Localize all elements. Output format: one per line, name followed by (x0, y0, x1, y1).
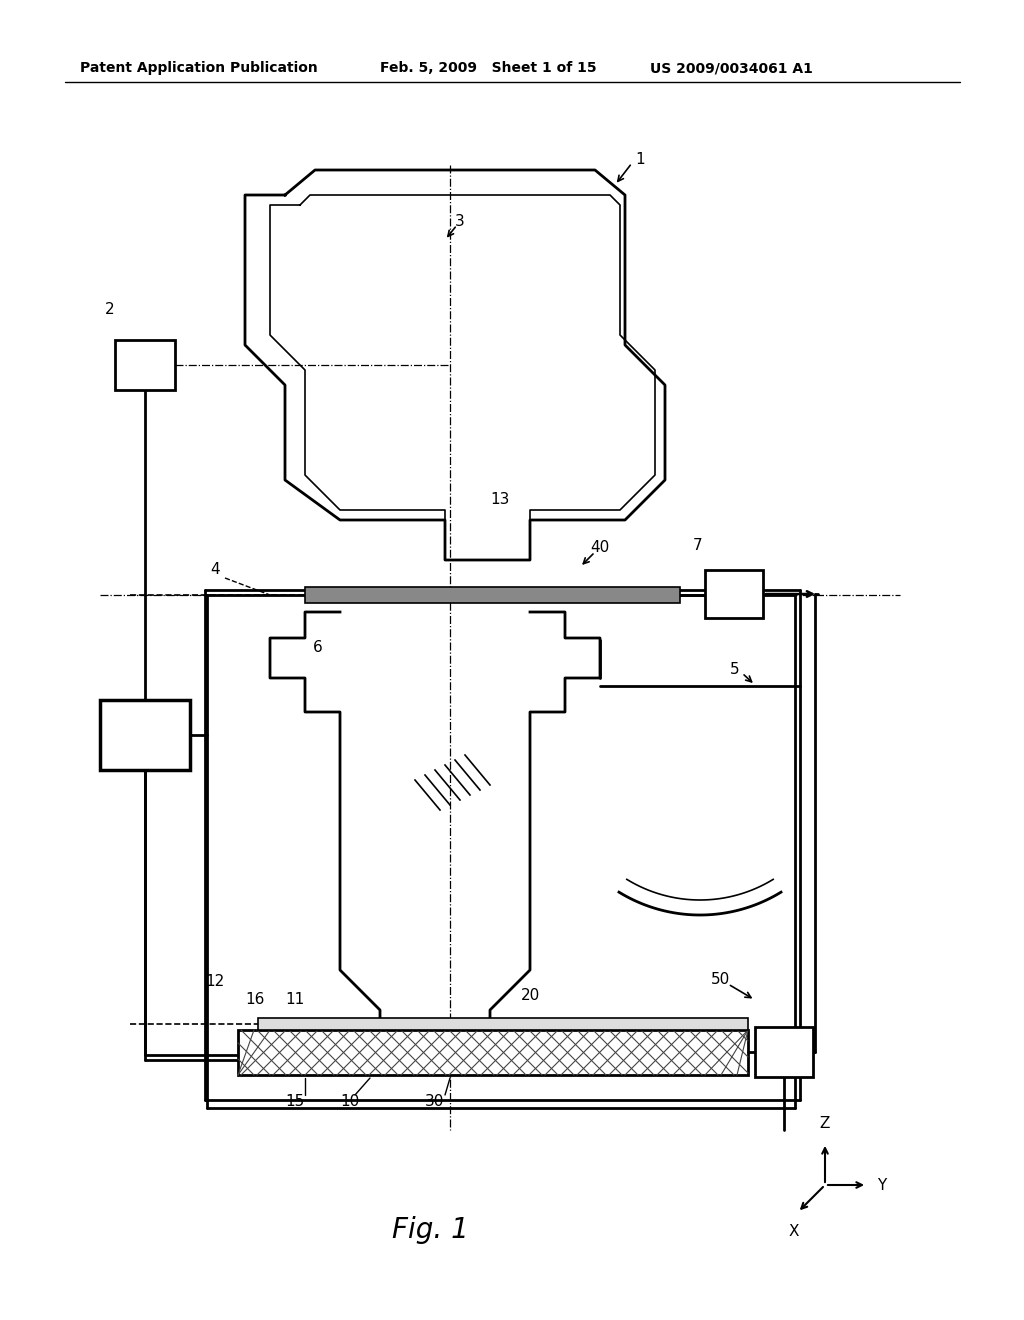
Text: 11: 11 (286, 993, 304, 1007)
Bar (238, 1030, 748, 1074)
Text: 6: 6 (313, 640, 323, 656)
Text: 7: 7 (693, 537, 702, 553)
Text: 15: 15 (286, 1094, 304, 1110)
Text: Fig. 1: Fig. 1 (391, 1216, 468, 1243)
Text: 30: 30 (425, 1094, 444, 1110)
Text: 10: 10 (340, 1094, 359, 1110)
Bar (755, 1027, 813, 1077)
Text: 20: 20 (520, 987, 540, 1002)
Text: 60: 60 (132, 726, 158, 744)
Text: 3: 3 (455, 214, 465, 230)
Text: 40: 40 (591, 540, 609, 556)
Text: 50: 50 (711, 973, 730, 987)
Text: 16: 16 (246, 993, 264, 1007)
Bar (705, 570, 763, 618)
Text: Y: Y (877, 1177, 886, 1192)
Bar (115, 341, 175, 389)
Text: 2: 2 (105, 302, 115, 318)
Bar (305, 587, 680, 603)
Bar (258, 1018, 748, 1030)
Bar (100, 700, 190, 770)
Text: Feb. 5, 2009   Sheet 1 of 15: Feb. 5, 2009 Sheet 1 of 15 (380, 61, 597, 75)
Text: US 2009/0034061 A1: US 2009/0034061 A1 (650, 61, 813, 75)
Text: Patent Application Publication: Patent Application Publication (80, 61, 317, 75)
Text: 13: 13 (490, 492, 510, 507)
Text: 60: 60 (135, 727, 155, 742)
Text: 5: 5 (730, 663, 739, 677)
Text: 1: 1 (635, 153, 645, 168)
Text: 12: 12 (206, 974, 224, 990)
Text: 4: 4 (210, 562, 220, 578)
Text: X: X (788, 1225, 799, 1239)
Text: Z: Z (820, 1115, 830, 1131)
